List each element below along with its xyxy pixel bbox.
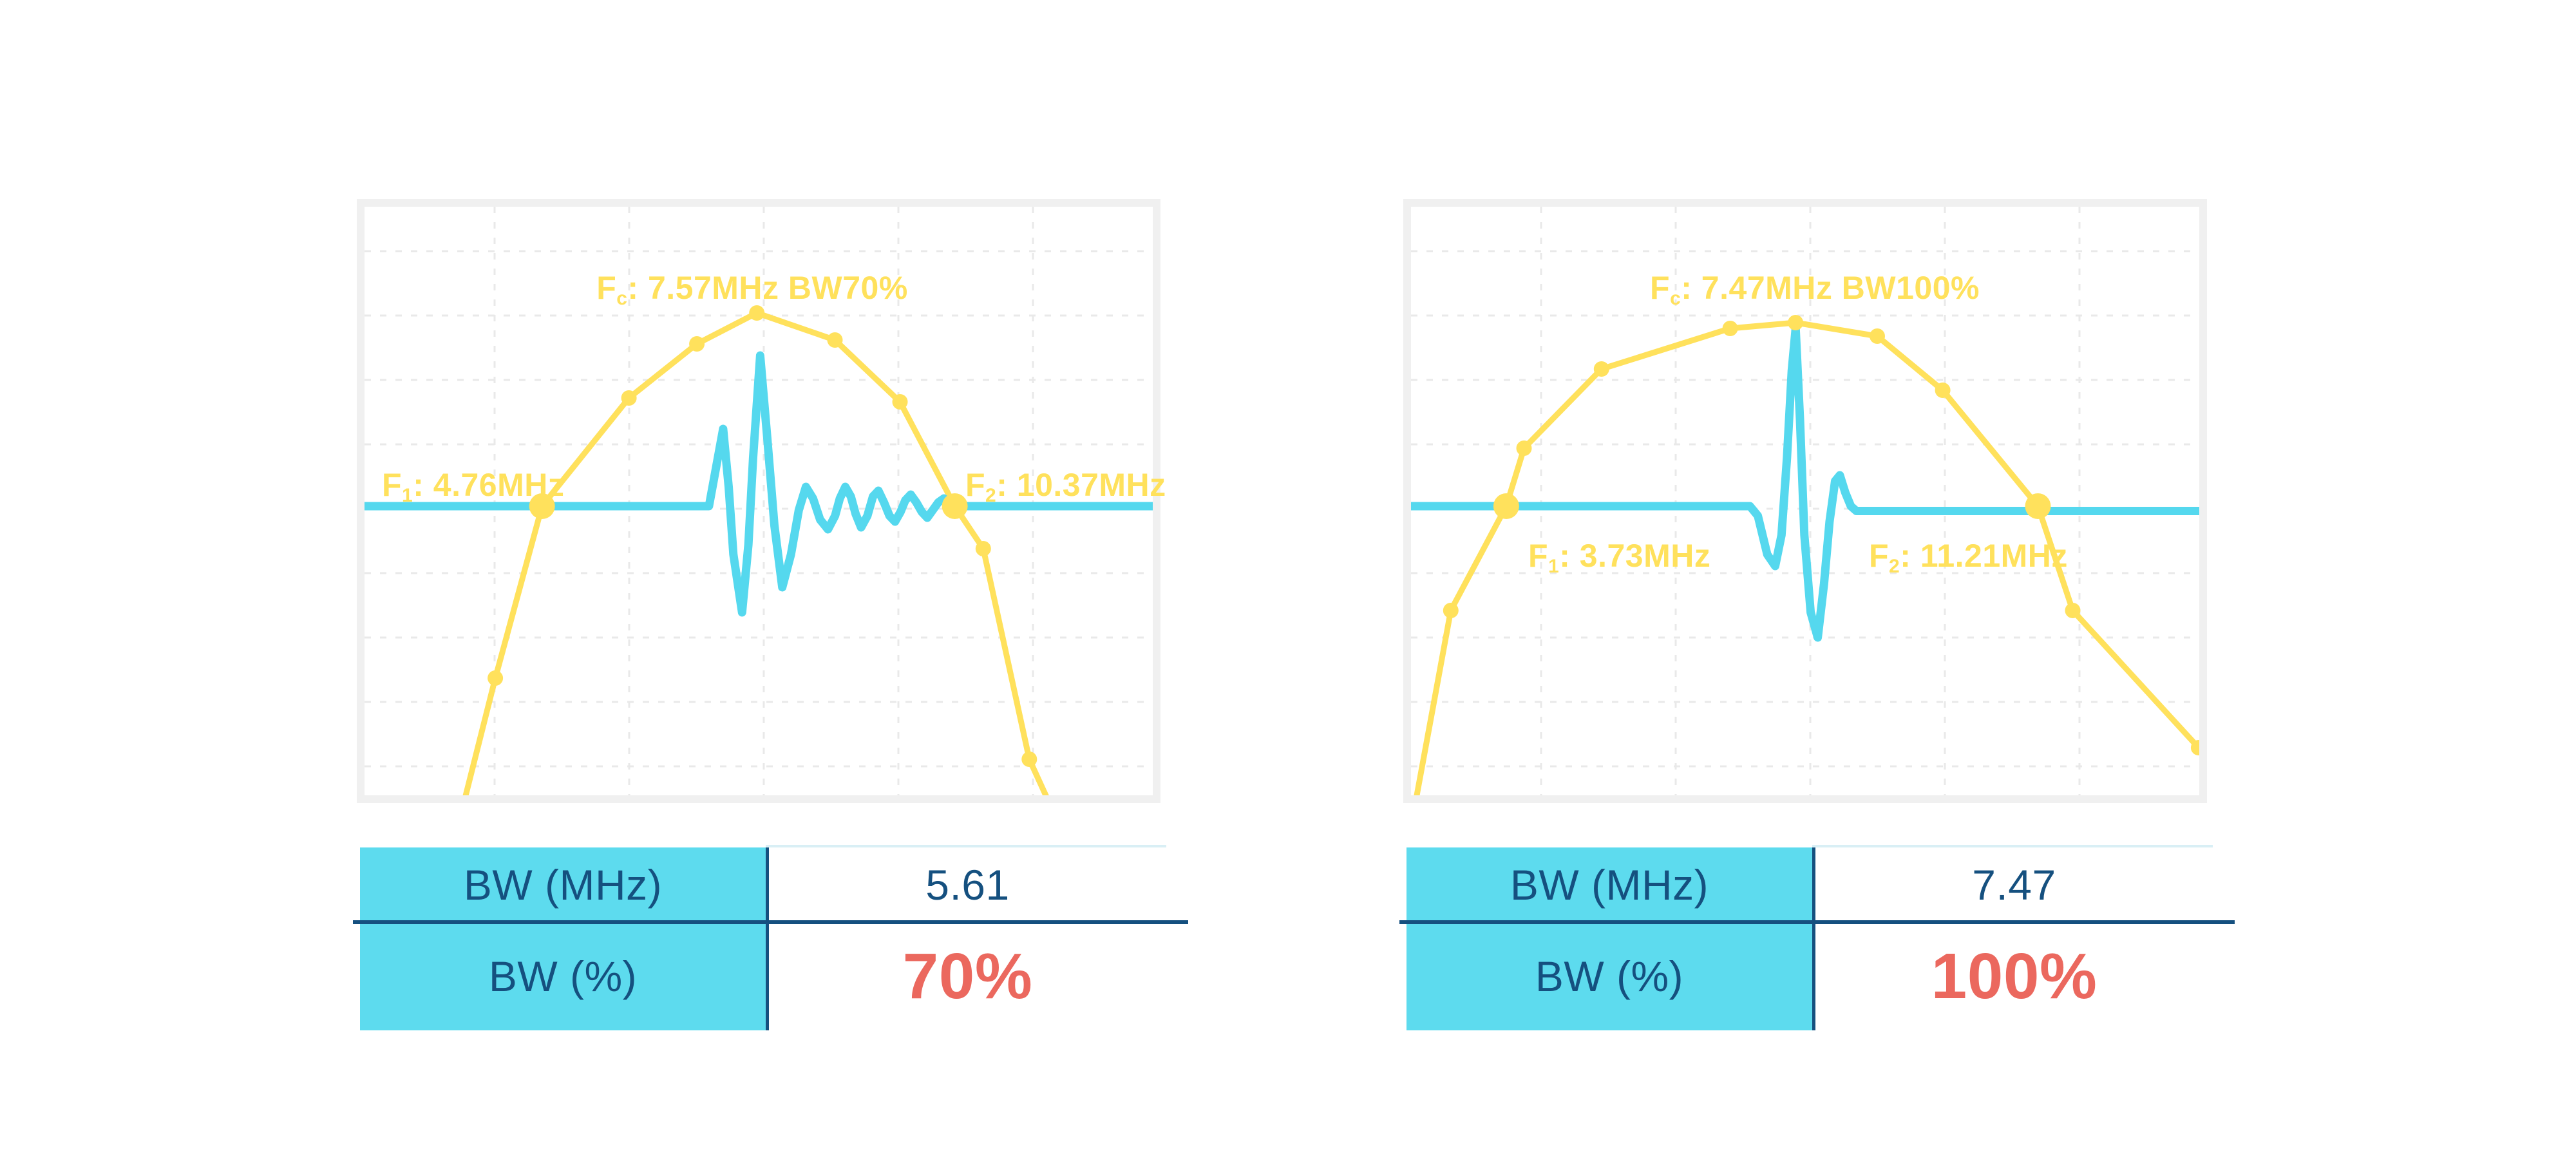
spectrum-dot xyxy=(2065,603,2081,618)
spectrum-dot xyxy=(1516,440,1532,456)
table-column-divider xyxy=(1812,847,1815,1030)
table-label-column: BW (MHz) BW (%) xyxy=(360,847,766,1030)
table-value-bw-percent: 100% xyxy=(1931,940,2098,1012)
spectrum-dot xyxy=(1722,321,1738,336)
f1-annotation: F1: 4.76MHz xyxy=(382,467,565,506)
spectrum-dot xyxy=(1788,315,1804,330)
table-row-separator xyxy=(353,920,1188,924)
f2-annotation-rest: : 10.37MHz xyxy=(996,467,1166,503)
f2-annotation: F2: 10.37MHz xyxy=(965,467,1166,506)
chart-svg-bw100 xyxy=(1411,207,2199,795)
spectrum-dot xyxy=(1935,383,1951,398)
table-label-bw-percent: BW (%) xyxy=(488,952,638,1000)
fc-annotation: Fc: 7.47MHz BW100% xyxy=(1650,270,1980,309)
fc-annotation-sub: c xyxy=(616,288,628,309)
spectrum-dot xyxy=(2190,740,2199,755)
spectrum-dot xyxy=(1593,361,1609,377)
pulse-waveform xyxy=(1411,324,2199,642)
f1-annotation-sub: 1 xyxy=(1548,556,1560,577)
f1-annotation-rest: : 3.73MHz xyxy=(1559,538,1711,574)
bandwidth-marker-dot xyxy=(1493,493,1519,519)
spectrum-dot xyxy=(689,336,705,352)
table-value-bw-mhz: 7.47 xyxy=(1972,861,2056,909)
f1-annotation: F1: 3.73MHz xyxy=(1528,538,1711,577)
f1-annotation-sub: 1 xyxy=(402,485,413,506)
spectrum-dot xyxy=(749,305,765,321)
bw-table-bw70: BW (MHz) BW (%) 5.61 70% xyxy=(353,845,1188,1030)
f2-annotation-base: F xyxy=(965,467,986,503)
table-label-bw-mhz: BW (MHz) xyxy=(1510,861,1709,909)
f2-annotation-rest: : 11.21MHz xyxy=(1900,538,2068,574)
bw-table-bw100: BW (MHz) BW (%) 7.47 100% xyxy=(1399,845,2235,1030)
pulse-waveform xyxy=(365,351,1153,617)
table-value-column: 5.61 70% xyxy=(769,847,1166,1030)
fc-annotation: Fc: 7.57MHz BW70% xyxy=(596,270,908,309)
table-value-column: 7.47 100% xyxy=(1815,847,2213,1030)
table-row-separator xyxy=(1399,920,2235,924)
chart-svg-bw70 xyxy=(365,207,1153,795)
bandwidth-marker-dot xyxy=(2025,493,2051,519)
spectrum-dot xyxy=(975,541,991,556)
spectrum-curve xyxy=(462,310,1049,795)
grid-lines xyxy=(1411,207,2199,795)
table-label-column: BW (MHz) BW (%) xyxy=(1406,847,1812,1030)
table-column-divider xyxy=(766,847,769,1030)
table-value-bw-mhz: 5.61 xyxy=(925,861,1010,909)
fc-annotation-sub: c xyxy=(1670,288,1681,309)
table-top-light-line xyxy=(766,845,1166,847)
spectrum-dot xyxy=(1443,603,1459,618)
table-top-light-line xyxy=(1812,845,2213,847)
fc-annotation-rest: : 7.47MHz BW100% xyxy=(1681,270,1980,306)
f2-annotation-sub: 2 xyxy=(985,485,997,506)
spectrum-dot xyxy=(827,332,843,348)
f1-annotation-base: F xyxy=(1528,538,1549,574)
grid-lines xyxy=(365,207,1153,795)
table-label-bw-percent: BW (%) xyxy=(1535,952,1684,1000)
f2-annotation-sub: 2 xyxy=(1889,556,1900,577)
fc-annotation-base: F xyxy=(596,270,617,306)
f2-annotation: F2: 11.21MHz xyxy=(1869,538,2068,577)
chart-panel-bw70: Fc: 7.57MHz BW70% F1: 4.76MHz F2: 10.37M… xyxy=(357,199,1166,803)
table-label-bw-mhz: BW (MHz) xyxy=(463,861,663,909)
spectrum-dot xyxy=(488,670,504,686)
spectrum-curve xyxy=(1414,319,2199,795)
spectrum-dot xyxy=(621,390,637,406)
bandwidth-marker-dot xyxy=(529,493,555,519)
spectrum-markers xyxy=(1443,315,2199,755)
f2-annotation-base: F xyxy=(1869,538,1889,574)
spectrum-dot xyxy=(892,394,908,410)
f1-annotation-base: F xyxy=(382,467,402,503)
spectrum-dot xyxy=(1870,328,1885,344)
spectrum-dot xyxy=(1021,752,1037,767)
bandwidth-marker-dot xyxy=(942,493,968,519)
chart-panel-bw100: Fc: 7.47MHz BW100% F1: 3.73MHz F2: 11.21… xyxy=(1403,199,2207,803)
fc-annotation-rest: : 7.57MHz BW70% xyxy=(627,270,908,306)
fc-annotation-base: F xyxy=(1650,270,1671,306)
spectrum-markers xyxy=(488,305,1037,767)
table-value-bw-percent: 70% xyxy=(902,940,1033,1012)
f1-annotation-rest: : 4.76MHz xyxy=(413,467,565,503)
